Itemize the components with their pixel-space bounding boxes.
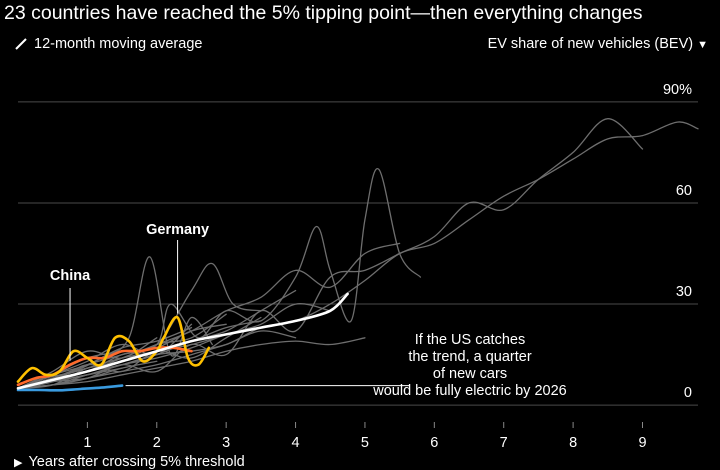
us-annotation-line: the trend, a quarter [408,349,531,365]
x-tick-label: 6 [430,435,438,451]
x-tick-label: 3 [222,435,230,451]
x-tick-label: 4 [292,435,300,451]
y-tick-label: 60 [676,183,692,199]
china-label: China [50,268,91,284]
country-series-line [17,256,213,389]
us-series-line [16,384,124,392]
germany-label: Germany [146,222,209,238]
share-selector[interactable]: EV share of new vehicles (BEV) ▼ [488,36,708,52]
us-annotation: If the US catches the trend, a quarter of … [372,332,566,399]
chart-title: 23 countries have reached the 5% tipping… [4,2,643,24]
x-tick-label: 2 [153,435,161,451]
us-annotation-line: of new cars [433,366,507,382]
country-series-line [17,289,297,389]
y-tick-label: 0 [684,385,692,401]
moving-average-legend: 12-month moving average [14,36,202,52]
us-annotation-line: If the US catches [415,332,525,348]
germany-series-line [16,315,211,383]
y-tick-label: 30 [676,284,692,300]
share-selector-label: EV share of new vehicles (BEV) [487,36,694,52]
x-tick-label: 5 [361,435,369,451]
triangle-down-icon: ▼ [697,39,708,51]
us-annotation-line: would be fully electric by 2026 [372,383,566,399]
slash-line-icon [15,38,27,50]
country-series-line [17,330,297,389]
x-tick-label: 1 [83,435,91,451]
country-series-line [17,337,366,389]
x-axis-title: ▶ Years after crossing 5% threshold [14,454,245,470]
y-tick-label: 90% [663,82,692,98]
country-series-line [17,320,262,389]
moving-average-label: 12-month moving average [34,36,203,52]
x-tick-label: 9 [638,435,646,451]
x-axis-label: Years after crossing 5% threshold [28,454,245,470]
moving-average-line [16,292,349,390]
x-tick-label: 8 [569,435,577,451]
triangle-right-icon: ▶ [14,456,23,469]
x-tick-label: 7 [500,435,508,451]
